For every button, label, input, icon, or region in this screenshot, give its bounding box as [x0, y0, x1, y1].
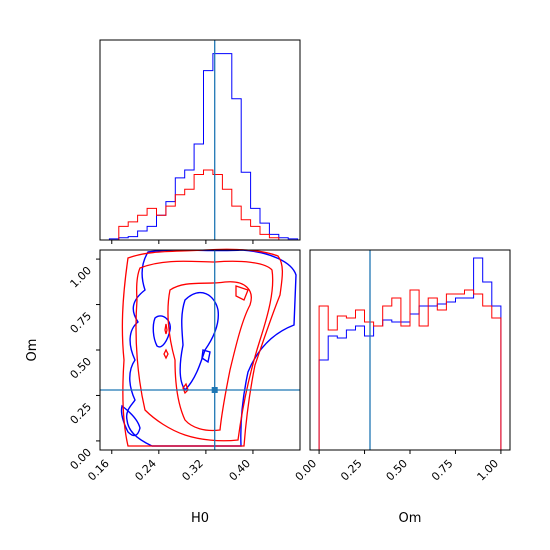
contour-blue-inner-1: [152, 315, 171, 348]
y-tick-label: 0.25: [68, 400, 95, 427]
x-tick-label: 0.24: [132, 457, 159, 484]
hist-om-frame: [309, 249, 511, 451]
hist-series-series_b: [100, 169, 298, 241]
hist-h0-panel: [99, 39, 301, 244]
y-tick-label: 0.50: [68, 355, 95, 382]
contour-x-ticks: 0.16 0.24 0.32 0.40: [85, 450, 254, 484]
x-tick-label: 1.00: [475, 457, 502, 484]
y-tick-label: 1.00: [68, 264, 95, 291]
hist-series-series_b: [318, 289, 502, 450]
contour-red-mid: [135, 260, 274, 442]
hist-series-series_a: [318, 257, 502, 450]
contour-ylabel: Om: [25, 339, 40, 362]
x-tick-label: 0.32: [179, 457, 206, 484]
x-tick-label: 0.16: [85, 457, 112, 484]
hist-om-panel: 0.00 0.25 0.50 0.75 1.00 Om: [293, 249, 511, 526]
x-tick-label: 0.50: [384, 457, 411, 484]
hist-om-x-ticks: 0.00 0.25 0.50 0.75 1.00: [293, 450, 502, 484]
contour-red-outer: [121, 248, 284, 447]
hist-h0-frame: [99, 39, 301, 241]
hist-om-xlabel: Om: [399, 511, 422, 526]
truth-marker: [211, 387, 218, 393]
contour-frame: [99, 249, 301, 451]
y-tick-label: 0.75: [68, 309, 95, 336]
x-tick-label: 0.75: [429, 457, 456, 484]
contour-y-ticks: 0.000.250.500.751.00: [68, 258, 100, 472]
x-tick-label: 0.40: [227, 457, 254, 484]
contour-blue-inner-2: [179, 291, 220, 392]
hist-h0-series: [100, 53, 299, 241]
x-tick-label: 0.00: [293, 457, 320, 484]
x-tick-label: 0.25: [338, 457, 365, 484]
contour-panel: 0.16 0.24 0.32 0.40 0.000.250.500.751.00 H0…: [25, 248, 301, 526]
contour-red-dot-3: [164, 323, 168, 335]
contour-red-dot-1: [163, 348, 169, 360]
hist-om-series: [318, 257, 502, 450]
hist-h0-ticks: [111, 240, 254, 244]
contour-xlabel: H0: [191, 511, 209, 526]
hist-series-series_a: [100, 53, 299, 241]
contour-red: [121, 248, 284, 447]
contour-blue-inner-3: [201, 349, 211, 364]
contour-red-island: [235, 285, 249, 301]
contour-red-inner: [167, 281, 252, 432]
contour-blue-inner-4: [120, 404, 141, 437]
contour-blue: [120, 249, 297, 447]
